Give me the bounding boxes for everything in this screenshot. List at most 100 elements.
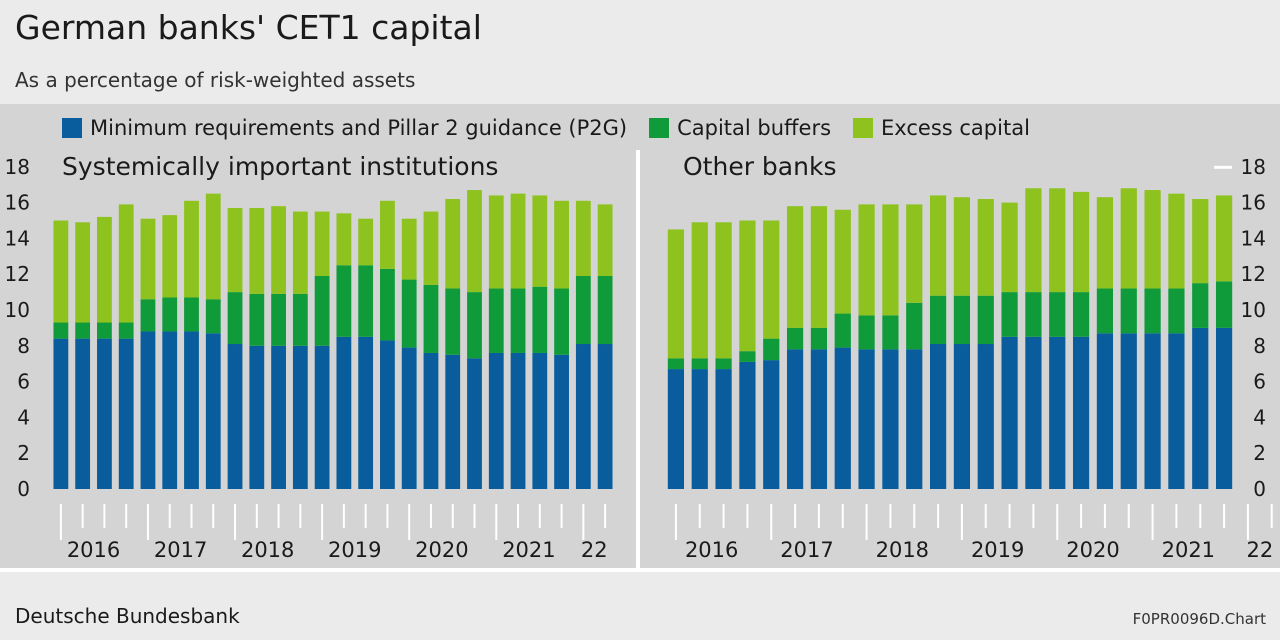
- bar-buffers: [532, 286, 548, 353]
- bar-excess: [575, 200, 591, 276]
- bar-excess: [336, 213, 352, 266]
- bar-minimum: [205, 333, 221, 489]
- bar-buffers: [763, 338, 780, 361]
- legend-swatch-minimum: [62, 118, 82, 138]
- y-tick-label: 0: [1253, 477, 1266, 501]
- bar-minimum: [882, 349, 899, 489]
- x-tick: [517, 504, 520, 528]
- bar-minimum: [358, 336, 374, 489]
- bar-buffers: [380, 268, 395, 341]
- y-tick-label: 2: [1253, 441, 1266, 465]
- legend-item-excess: Excess capital: [853, 116, 1030, 140]
- y-tick-label: 2: [17, 441, 30, 465]
- bar-minimum: [1049, 336, 1066, 489]
- x-tick: [560, 504, 563, 528]
- bar-minimum: [271, 345, 286, 489]
- y-tick-label: 14: [1241, 226, 1266, 250]
- bar-excess: [1096, 197, 1114, 289]
- x-year-label: 2016: [685, 538, 738, 562]
- x-tick: [408, 504, 411, 540]
- bottom-frame: [0, 568, 1280, 572]
- x-tick: [1080, 504, 1083, 528]
- chart-svg: Systemically important institutions 0 2 4 6 8…: [0, 150, 1280, 572]
- x-tick: [1270, 504, 1273, 528]
- bar-minimum: [906, 349, 923, 489]
- bar-excess: [205, 193, 221, 300]
- bar-buffers: [1215, 281, 1233, 328]
- bar-excess: [882, 204, 899, 316]
- bar-minimum: [1072, 336, 1090, 489]
- bar-excess: [401, 218, 417, 280]
- bar-excess: [1049, 188, 1066, 293]
- bar-excess: [1215, 195, 1233, 282]
- bar-excess: [162, 215, 178, 298]
- bar-buffers: [858, 315, 875, 350]
- bar-excess: [53, 220, 69, 323]
- bar-minimum: [118, 338, 134, 489]
- bar-minimum: [953, 344, 971, 489]
- bar-buffers: [358, 265, 374, 337]
- x-tick: [59, 504, 62, 540]
- bar-buffers: [929, 295, 947, 345]
- bar-buffers: [1144, 288, 1161, 334]
- bar-minimum: [1001, 336, 1018, 489]
- x-year-label: 2018: [241, 538, 294, 562]
- bar-buffers: [1192, 283, 1209, 328]
- x-year-label: 2019: [328, 538, 381, 562]
- bar-excess: [510, 193, 526, 289]
- x-tick: [913, 504, 916, 528]
- bar-minimum: [739, 361, 756, 489]
- x-tick: [770, 504, 773, 540]
- source-label: Deutsche Bundesbank: [15, 604, 240, 628]
- x-tick: [190, 504, 193, 528]
- x-tick: [386, 504, 389, 528]
- x-tick: [277, 504, 280, 528]
- bar-minimum: [380, 340, 395, 489]
- bar-buffers: [1049, 292, 1066, 337]
- x-year-label: 2017: [154, 538, 207, 562]
- x-tick: [1127, 504, 1130, 528]
- x-tick: [582, 504, 585, 540]
- bar-minimum: [140, 331, 156, 489]
- bar-buffers: [205, 299, 221, 334]
- bar-buffers: [227, 292, 243, 345]
- x-tick: [674, 504, 677, 540]
- bar-buffers: [834, 313, 851, 348]
- bar-minimum: [786, 349, 804, 489]
- bar-buffers: [691, 358, 708, 370]
- bar-buffers: [488, 288, 504, 353]
- bar-excess: [358, 218, 374, 266]
- x-tick: [604, 504, 607, 528]
- bar-buffers: [1025, 292, 1042, 337]
- bar-minimum: [597, 344, 613, 489]
- bar-excess: [906, 204, 923, 303]
- bar-excess: [467, 190, 482, 293]
- x-tick: [841, 504, 844, 528]
- legend-swatch-buffers: [649, 118, 670, 138]
- bar-buffers: [510, 288, 526, 353]
- legend-item-minimum: Minimum requirements and Pillar 2 guidan…: [62, 116, 627, 140]
- x-tick: [342, 504, 345, 528]
- y-tick-label: 10: [5, 298, 30, 322]
- bar-excess: [834, 209, 851, 314]
- bar-minimum: [763, 360, 780, 489]
- bar-minimum: [1168, 333, 1185, 489]
- bar-buffers: [667, 358, 685, 370]
- x-tick: [1008, 504, 1011, 528]
- bar-minimum: [1096, 333, 1114, 489]
- bar-excess: [739, 220, 756, 352]
- bar-minimum: [715, 369, 732, 489]
- bar-minimum: [97, 338, 112, 489]
- bar-minimum: [53, 338, 69, 489]
- bar-minimum: [292, 345, 308, 489]
- bar-excess: [271, 206, 286, 294]
- bar-excess: [554, 200, 569, 289]
- bar-buffers: [292, 293, 308, 346]
- bar-minimum: [667, 369, 685, 489]
- x-tick: [495, 504, 498, 540]
- bar-minimum: [1120, 333, 1137, 489]
- bar-minimum: [691, 369, 708, 489]
- chart-area: Systemically important institutions 0 2 4 6 8…: [0, 104, 1280, 572]
- bar-excess: [977, 199, 994, 296]
- bar-buffers: [575, 275, 591, 345]
